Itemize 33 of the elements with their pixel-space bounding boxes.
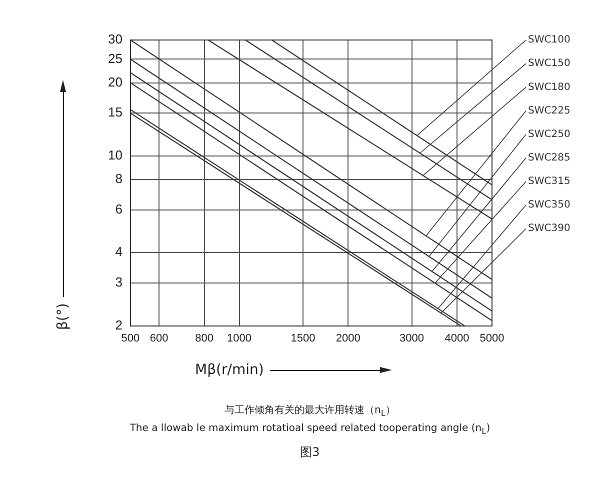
text: SWC250 [528, 128, 570, 140]
y-axis-title: β(°) [55, 303, 71, 330]
x-tick-label: 3000 [400, 332, 424, 344]
y-tick-label: 2 [115, 317, 122, 332]
text: SWC100 [528, 34, 570, 46]
x-tick-label: 800 [195, 332, 214, 344]
y-tick-label: 4 [115, 244, 122, 260]
y-tick-label: 25 [108, 50, 122, 66]
y-tick-label: 8 [115, 171, 122, 186]
x-tick-label: 1000 [227, 332, 252, 344]
y-tick-label: 20 [108, 74, 122, 90]
y-tick-label: 6 [115, 201, 122, 216]
x-tick-label: 2000 [336, 332, 360, 344]
text: SWC315 [528, 176, 570, 188]
caption: 图3 [299, 445, 321, 460]
x-tick-label: 4000 [444, 332, 470, 344]
x-axis-title: Mβ(r/min) [195, 362, 264, 378]
y-tick-label: 30 [108, 32, 122, 47]
text: The a llowab le maximum rotatioal speed related tooperating angle (n$_{L}$) [128, 422, 492, 438]
y-tick-label: 15 [108, 104, 122, 120]
x-tick-label: 5000 [480, 332, 504, 344]
text: SWC180 [528, 82, 570, 93]
x-tick-label: 600 [150, 332, 168, 344]
text: SWC350 [528, 200, 570, 211]
y-tick-label: 10 [108, 148, 122, 163]
x-tick-label: 1500 [290, 332, 316, 344]
text: SWC285 [528, 152, 570, 164]
y-tick-label: 3 [115, 274, 122, 290]
text: 与工作倾角有关的最大许用转速（n$_{L}$） [224, 404, 396, 420]
text: SWC225 [528, 105, 570, 116]
x-tick-label: 500 [121, 332, 140, 344]
text: SWC390 [528, 223, 570, 234]
text: SWC150 [528, 58, 570, 70]
